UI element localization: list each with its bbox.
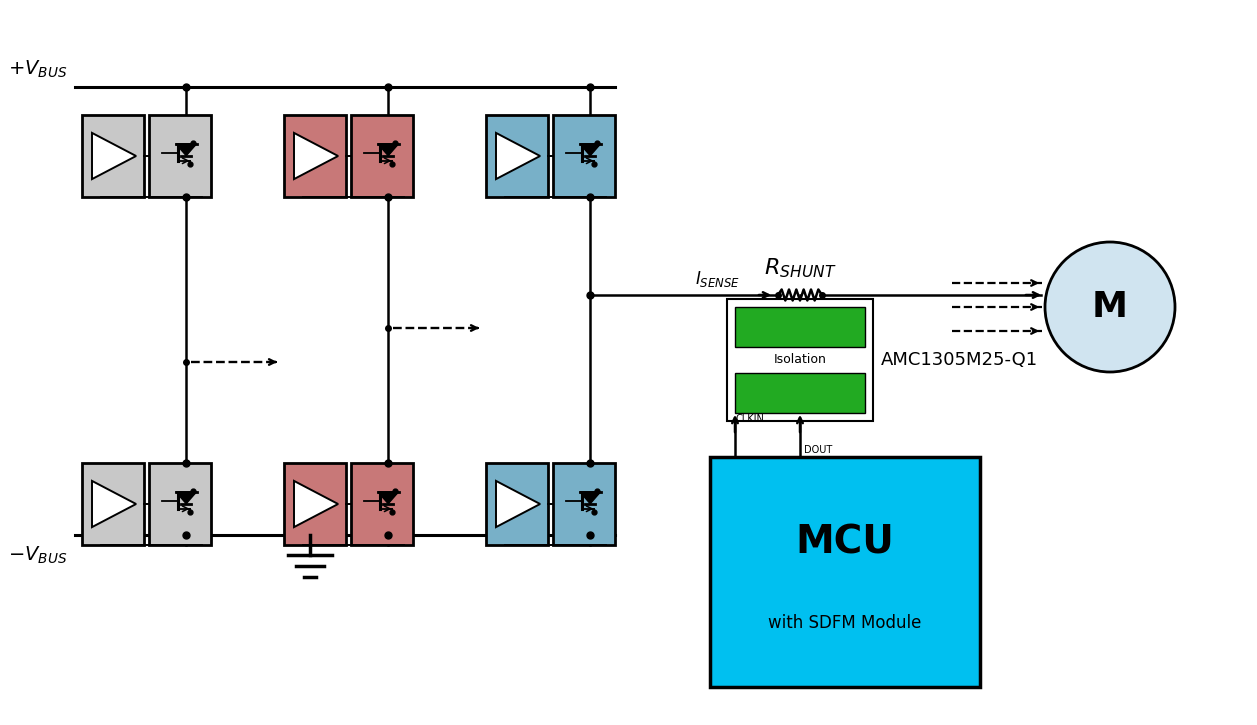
Ellipse shape	[1045, 242, 1175, 372]
Text: $-V_{BUS}$: $-V_{BUS}$	[8, 545, 68, 566]
FancyBboxPatch shape	[351, 115, 414, 197]
Text: CLKIN: CLKIN	[735, 414, 764, 424]
Text: $R_{SHUNT}$: $R_{SHUNT}$	[764, 257, 836, 280]
Polygon shape	[579, 492, 601, 504]
Text: with SDFM Module: with SDFM Module	[768, 613, 921, 631]
FancyBboxPatch shape	[710, 457, 980, 687]
Text: $I_{SENSE}$: $I_{SENSE}$	[695, 269, 740, 289]
FancyBboxPatch shape	[486, 463, 548, 545]
Text: AMC1305M25-Q1: AMC1305M25-Q1	[881, 351, 1038, 369]
FancyBboxPatch shape	[735, 373, 865, 413]
Polygon shape	[92, 481, 136, 527]
Polygon shape	[497, 133, 541, 179]
Text: DOUT: DOUT	[804, 445, 832, 455]
FancyBboxPatch shape	[486, 115, 548, 197]
FancyBboxPatch shape	[553, 463, 615, 545]
FancyBboxPatch shape	[82, 115, 145, 197]
FancyBboxPatch shape	[351, 463, 414, 545]
Text: Isolation: Isolation	[773, 354, 826, 367]
FancyBboxPatch shape	[553, 115, 615, 197]
FancyBboxPatch shape	[284, 463, 346, 545]
FancyBboxPatch shape	[735, 307, 865, 347]
Polygon shape	[92, 133, 136, 179]
FancyBboxPatch shape	[727, 299, 874, 421]
FancyBboxPatch shape	[150, 463, 211, 545]
Polygon shape	[378, 492, 398, 504]
Text: M: M	[1092, 290, 1128, 324]
FancyBboxPatch shape	[150, 115, 211, 197]
FancyBboxPatch shape	[284, 115, 346, 197]
Text: MCU: MCU	[796, 523, 895, 561]
FancyBboxPatch shape	[82, 463, 145, 545]
Polygon shape	[579, 144, 601, 156]
Polygon shape	[176, 144, 196, 156]
Polygon shape	[176, 492, 196, 504]
Polygon shape	[497, 481, 541, 527]
Text: $+V_{BUS}$: $+V_{BUS}$	[8, 59, 68, 80]
Polygon shape	[294, 481, 338, 527]
Polygon shape	[378, 144, 398, 156]
Polygon shape	[294, 133, 338, 179]
